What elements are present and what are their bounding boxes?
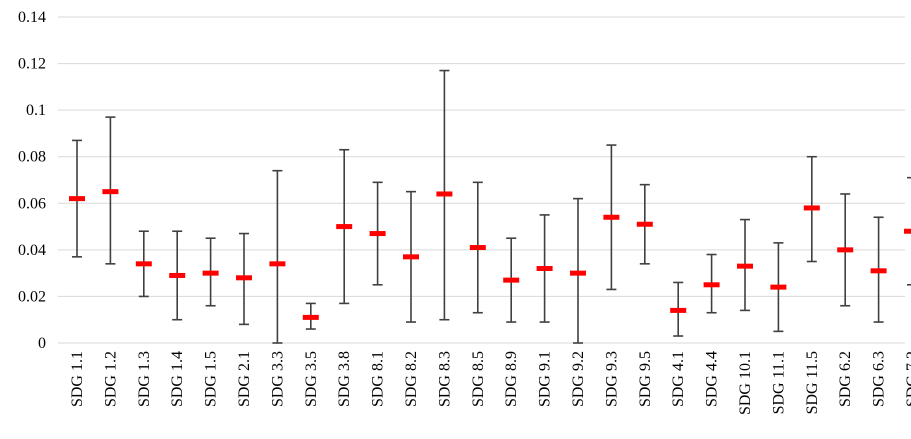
- x-category-label: SDG 6.3: [871, 351, 888, 407]
- point-marker: [236, 275, 252, 281]
- point-marker: [536, 265, 553, 271]
- point-marker: [102, 189, 119, 195]
- x-category-label: SDG 1.5: [203, 351, 220, 407]
- x-category-label: SDG 2.1: [236, 351, 253, 407]
- x-category-label: SDG 11.1: [770, 351, 787, 414]
- point-marker: [636, 221, 653, 227]
- point-markers: [69, 189, 911, 320]
- y-tick-label: 0: [38, 335, 46, 352]
- x-category-label: SDG 4.4: [704, 351, 721, 407]
- point-marker: [803, 205, 820, 211]
- x-category-label: SDG 4.1: [670, 351, 687, 407]
- x-category-label: SDG 8.1: [370, 351, 387, 407]
- point-marker: [870, 268, 887, 274]
- point-marker: [737, 263, 753, 269]
- x-category-label: SDG 1.3: [136, 351, 153, 407]
- point-marker: [135, 261, 152, 267]
- x-category-label: SDG 9.3: [603, 351, 620, 407]
- point-marker: [469, 245, 486, 251]
- point-marker: [703, 282, 720, 288]
- point-marker: [169, 272, 186, 278]
- x-category-label: SDG 8.3: [436, 351, 453, 407]
- point-marker: [302, 314, 319, 320]
- x-category-label: SDG 8.5: [470, 351, 487, 407]
- x-category-label: SDG 3.8: [336, 351, 353, 407]
- point-marker: [336, 224, 353, 230]
- x-category-label: SDG 3.5: [303, 351, 320, 407]
- point-marker: [436, 191, 453, 197]
- x-category-label: SDG 9.5: [637, 351, 654, 407]
- y-axis-tick-labels: 0 0.02 0.04 0.06 0.08 0.1 0.12 0.14: [18, 9, 46, 352]
- point-marker: [369, 231, 386, 237]
- x-category-label: SDG 9.1: [537, 351, 554, 407]
- y-tick-label: 0.04: [18, 242, 46, 259]
- x-category-label: SDG 11.5: [804, 351, 821, 414]
- point-marker: [202, 270, 219, 276]
- x-category-label: SDG 9.2: [570, 351, 587, 407]
- x-category-label: SDG 1.2: [102, 351, 119, 407]
- y-tick-label: 0.02: [18, 288, 46, 305]
- point-marker: [837, 247, 854, 253]
- point-marker: [670, 307, 687, 313]
- point-marker: [69, 196, 85, 202]
- y-tick-label: 0.1: [26, 102, 46, 119]
- y-tick-label: 0.12: [18, 56, 46, 73]
- x-category-label: SDG 8.2: [403, 351, 420, 407]
- error-bars: [72, 69, 911, 344]
- x-category-label: SDG 1.4: [169, 351, 186, 407]
- x-category-label: SDG 6.2: [837, 351, 854, 407]
- x-category-label: SDG 7.2: [904, 351, 911, 407]
- x-axis-category-labels: SDG 1.1 SDG 1.2 SDG 1.3 SDG 1.4 SDG 1.5 SDG 2…: [69, 351, 911, 415]
- y-tick-label: 0.14: [18, 9, 46, 26]
- x-category-label: SDG 3.3: [269, 351, 286, 407]
- point-marker: [603, 214, 620, 220]
- point-marker: [503, 277, 520, 283]
- point-marker: [403, 254, 419, 260]
- x-category-label: SDG 10.1: [737, 351, 754, 415]
- point-marker: [570, 270, 586, 276]
- point-marker: [770, 284, 787, 290]
- point-marker: [904, 228, 911, 234]
- y-tick-label: 0.06: [18, 195, 46, 212]
- x-category-label: SDG 8.9: [503, 351, 520, 407]
- point-marker: [269, 261, 286, 267]
- y-tick-label: 0.08: [18, 149, 46, 166]
- x-category-label: SDG 1.1: [69, 351, 86, 407]
